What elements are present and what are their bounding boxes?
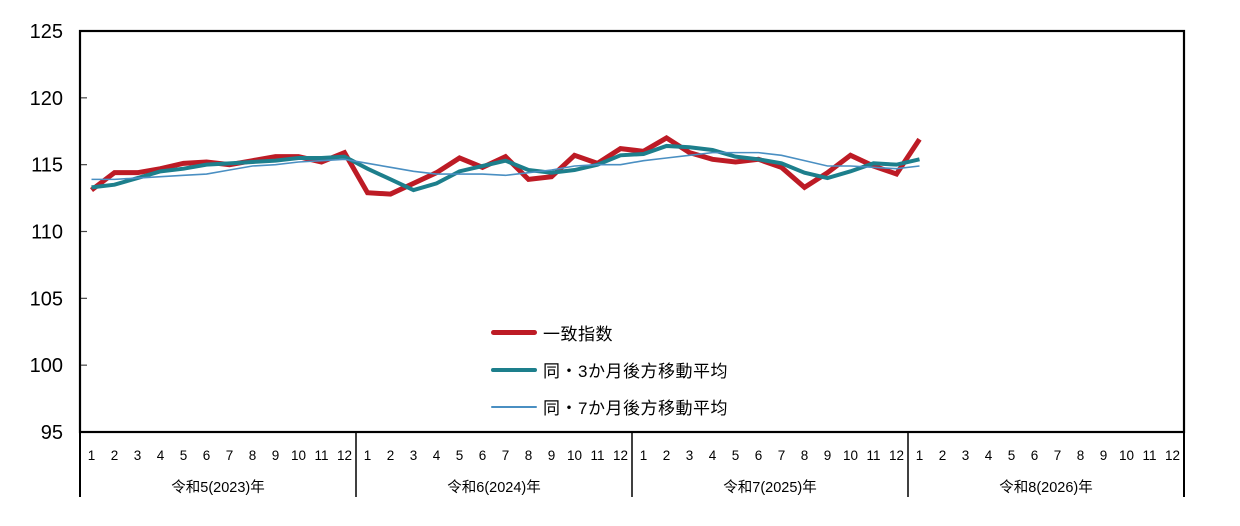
x-month-label: 2 [663, 448, 671, 463]
x-month-label: 6 [1031, 448, 1039, 463]
x-month-label: 8 [801, 448, 809, 463]
legend-line-7month-ma [491, 405, 537, 408]
legend-item-7month-ma: 同・7か月後方移動平均 [491, 388, 728, 425]
legend-line-coincident-index [491, 330, 537, 335]
x-month-label: 2 [939, 448, 947, 463]
y-tick-label: 105 [30, 288, 63, 310]
x-month-label: 6 [203, 448, 211, 463]
legend-label: 同・3か月後方移動平均 [543, 362, 728, 381]
x-month-label: 7 [226, 448, 234, 463]
x-month-label: 9 [548, 448, 556, 463]
x-month-label: 11 [866, 448, 880, 463]
x-month-label: 10 [843, 448, 858, 463]
x-month-label: 8 [1077, 448, 1085, 463]
x-month-label: 7 [778, 448, 786, 463]
y-tick-label: 120 [30, 88, 63, 110]
legend-label: 同・7か月後方移動平均 [543, 399, 728, 418]
x-month-label: 5 [456, 448, 464, 463]
x-month-label: 9 [1100, 448, 1108, 463]
x-month-label: 4 [985, 448, 993, 463]
x-month-label: 1 [640, 448, 648, 463]
x-month-label: 9 [272, 448, 280, 463]
x-month-label: 2 [111, 448, 119, 463]
x-month-label: 5 [1008, 448, 1016, 463]
x-month-label: 2 [387, 448, 395, 463]
legend-item-3month-ma: 同・3か月後方移動平均 [491, 351, 728, 388]
x-year-label: 令和8(2026)年 [999, 479, 1092, 496]
series-line-2 [91, 151, 920, 181]
x-month-label: 9 [824, 448, 832, 463]
legend: 一致指数 同・3か月後方移動平均 同・7か月後方移動平均 [491, 314, 728, 425]
x-month-label: 7 [1054, 448, 1062, 463]
x-month-label: 5 [180, 448, 188, 463]
y-tick-label: 110 [31, 222, 63, 244]
x-month-label: 11 [314, 448, 328, 463]
x-month-label: 8 [249, 448, 257, 463]
x-month-label: 7 [502, 448, 510, 463]
x-month-label: 3 [686, 448, 694, 463]
x-month-label: 5 [732, 448, 740, 463]
x-month-label: 4 [709, 448, 717, 463]
y-tick-label: 95 [41, 422, 63, 444]
x-month-label: 12 [889, 448, 904, 463]
x-month-label: 11 [590, 448, 604, 463]
x-year-label: 令和5(2023)年 [171, 479, 264, 496]
y-tick-label: 100 [30, 355, 63, 377]
x-month-label: 12 [337, 448, 352, 463]
x-month-label: 10 [1119, 448, 1134, 463]
x-month-label: 12 [1165, 448, 1180, 463]
x-month-label: 1 [88, 448, 96, 463]
x-month-label: 6 [479, 448, 487, 463]
x-month-label: 3 [410, 448, 418, 463]
x-year-label: 令和7(2025)年 [723, 479, 816, 496]
y-tick-label: 115 [31, 155, 63, 177]
x-month-label: 4 [433, 448, 441, 463]
x-month-label: 12 [613, 448, 628, 463]
x-month-label: 10 [567, 448, 582, 463]
x-month-label: 4 [157, 448, 165, 463]
x-year-label: 令和6(2024)年 [447, 479, 540, 496]
y-tick-label: 125 [30, 21, 63, 43]
x-month-label: 3 [962, 448, 970, 463]
legend-item-coincident-index: 一致指数 [491, 314, 728, 351]
series-line-1 [91, 143, 920, 193]
legend-line-3month-ma [491, 367, 537, 372]
x-month-label: 1 [364, 448, 372, 463]
x-month-label: 3 [134, 448, 142, 463]
legend-label: 一致指数 [543, 325, 613, 344]
x-month-label: 11 [1142, 448, 1156, 463]
x-month-label: 6 [755, 448, 763, 463]
x-month-label: 10 [291, 448, 306, 463]
x-month-label: 1 [916, 448, 924, 463]
x-month-label: 8 [525, 448, 533, 463]
